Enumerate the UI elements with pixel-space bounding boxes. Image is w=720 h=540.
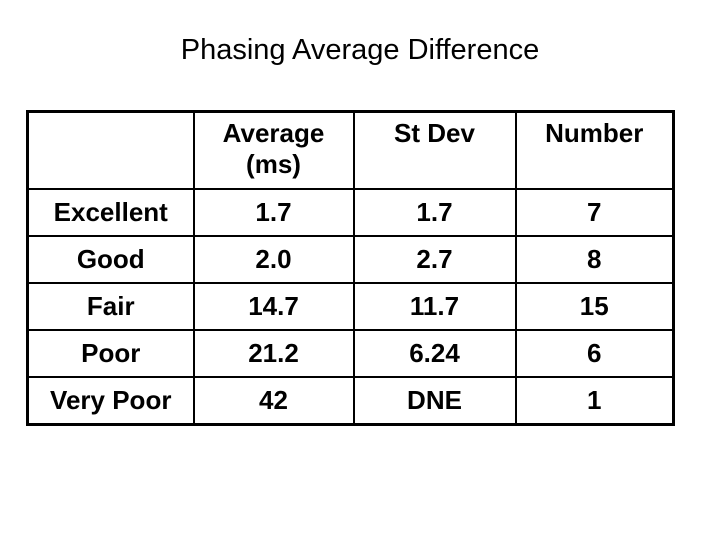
header-cell-average: Average (ms) bbox=[192, 110, 355, 190]
row-label: Fair bbox=[26, 282, 195, 331]
table-row-fair: Fair 14.7 11.7 15 bbox=[26, 282, 675, 331]
cell-number: 7 bbox=[514, 188, 675, 237]
table-row-good: Good 2.0 2.7 8 bbox=[26, 235, 675, 284]
cell-average: 42 bbox=[192, 376, 355, 426]
cell-stdev: 2.7 bbox=[352, 235, 517, 284]
cell-average: 2.0 bbox=[192, 235, 355, 284]
cell-stdev: 6.24 bbox=[352, 329, 517, 378]
header-cell-blank bbox=[26, 110, 195, 190]
row-label: Poor bbox=[26, 329, 195, 378]
table-row-very-poor: Very Poor 42 DNE 1 bbox=[26, 376, 675, 426]
cell-stdev: DNE bbox=[352, 376, 517, 426]
phasing-data-table: Average (ms) St Dev Number Excellent 1.7… bbox=[26, 110, 675, 426]
cell-stdev: 11.7 bbox=[352, 282, 517, 331]
cell-number: 15 bbox=[514, 282, 675, 331]
cell-number: 6 bbox=[514, 329, 675, 378]
row-label: Good bbox=[26, 235, 195, 284]
cell-stdev: 1.7 bbox=[352, 188, 517, 237]
table-row-poor: Poor 21.2 6.24 6 bbox=[26, 329, 675, 378]
header-cell-number: Number bbox=[514, 110, 675, 190]
cell-average: 1.7 bbox=[192, 188, 355, 237]
page-title: Phasing Average Difference bbox=[180, 34, 540, 66]
row-label: Very Poor bbox=[26, 376, 195, 426]
cell-average: 21.2 bbox=[192, 329, 355, 378]
header-cell-stdev: St Dev bbox=[352, 110, 517, 190]
table-row-excellent: Excellent 1.7 1.7 7 bbox=[26, 188, 675, 237]
row-label: Excellent bbox=[26, 188, 195, 237]
cell-average: 14.7 bbox=[192, 282, 355, 331]
cell-number: 1 bbox=[514, 376, 675, 426]
cell-number: 8 bbox=[514, 235, 675, 284]
table-header-row: Average (ms) St Dev Number bbox=[26, 110, 675, 190]
